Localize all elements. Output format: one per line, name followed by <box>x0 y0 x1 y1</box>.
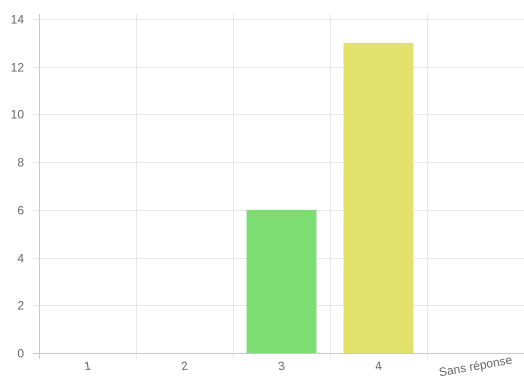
y-tick-label: 10 <box>11 108 25 122</box>
y-tick-label: 12 <box>11 61 25 75</box>
x-tick-label: 4 <box>374 359 383 374</box>
y-tick-label: 6 <box>17 204 24 218</box>
grid-lines <box>33 14 524 359</box>
bar-3 <box>246 209 317 353</box>
y-tick-label: 4 <box>17 252 24 266</box>
y-tick-label: 8 <box>17 156 24 170</box>
y-tick-label: 14 <box>11 13 25 27</box>
x-axis-tick-labels: 1 2 3 4 Sans réponse <box>83 353 513 380</box>
y-axis-tick-labels: 0 2 4 6 8 10 12 14 <box>11 13 25 361</box>
y-tick-label: 0 <box>17 347 24 361</box>
bars <box>246 42 414 353</box>
x-tick-label: 3 <box>277 359 286 374</box>
bar-4 <box>343 42 414 353</box>
y-tick-label: 2 <box>17 299 24 313</box>
x-tick-label: Sans réponse <box>438 353 514 380</box>
x-tick-label: 1 <box>83 359 92 374</box>
x-tick-label: 2 <box>180 359 189 374</box>
